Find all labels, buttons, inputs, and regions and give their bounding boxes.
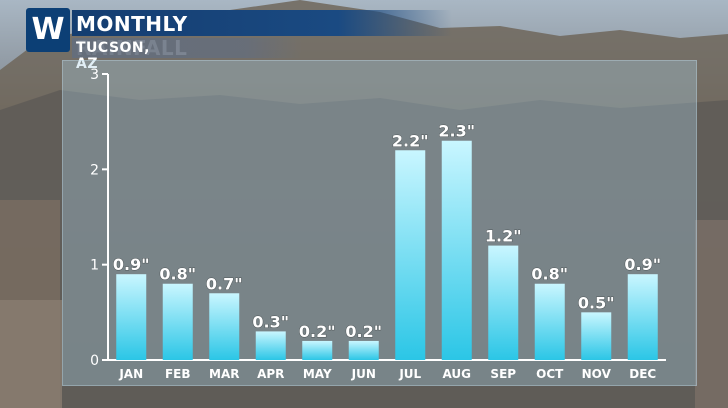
x-tick-label-jun: JUN	[351, 367, 376, 381]
bar-aug	[441, 140, 472, 360]
bar-oct	[534, 283, 565, 360]
x-tick-label-apr: APR	[257, 367, 284, 381]
data-label-may: 0.2"	[299, 322, 336, 341]
y-tick-label-1: 1	[90, 258, 99, 274]
weather-channel-logo: W	[26, 8, 70, 52]
data-label-feb: 0.8"	[159, 265, 196, 284]
data-label-nov: 0.5"	[578, 293, 615, 312]
x-tick-label-dec: DEC	[629, 367, 656, 381]
data-label-jan: 0.9"	[113, 255, 150, 274]
title-bar	[72, 10, 452, 36]
data-label-mar: 0.7"	[206, 274, 243, 293]
data-label-sep: 1.2"	[485, 227, 522, 246]
x-tick-label-may: MAY	[303, 367, 332, 381]
data-label-jul: 2.2"	[392, 131, 429, 150]
x-tick-label-sep: SEP	[490, 367, 516, 381]
y-tick-label-2: 2	[90, 162, 99, 178]
subtitle-bar	[72, 38, 302, 58]
data-label-apr: 0.3"	[252, 312, 289, 331]
bar-sep	[488, 245, 519, 360]
chart-subtitle: TUCSON, AZ	[76, 40, 150, 72]
data-label-jun: 0.2"	[345, 322, 382, 341]
x-tick-label-jan: JAN	[118, 367, 143, 381]
x-tick-label-mar: MAR	[209, 367, 239, 381]
y-tick-label-0: 0	[90, 353, 99, 369]
bar-nov	[581, 312, 612, 360]
data-label-oct: 0.8"	[531, 265, 568, 284]
bar-feb	[162, 283, 193, 360]
logo-letter: W	[31, 12, 65, 47]
x-tick-label-oct: OCT	[536, 367, 564, 381]
bar-jan	[116, 274, 147, 360]
x-tick-label-aug: AUG	[442, 367, 471, 381]
x-tick-label-jul: JUL	[398, 367, 421, 381]
bar-apr	[255, 331, 286, 360]
bar-dec	[627, 274, 658, 360]
bar-jun	[348, 340, 379, 360]
bar-may	[302, 340, 333, 360]
data-label-dec: 0.9"	[624, 255, 661, 274]
bar-jul	[395, 150, 426, 360]
x-tick-label-feb: FEB	[165, 367, 191, 381]
bar-mar	[209, 293, 240, 360]
y-tick-label-3: 3	[90, 67, 99, 83]
data-label-aug: 2.3"	[438, 122, 475, 141]
x-tick-label-nov: NOV	[582, 367, 612, 381]
